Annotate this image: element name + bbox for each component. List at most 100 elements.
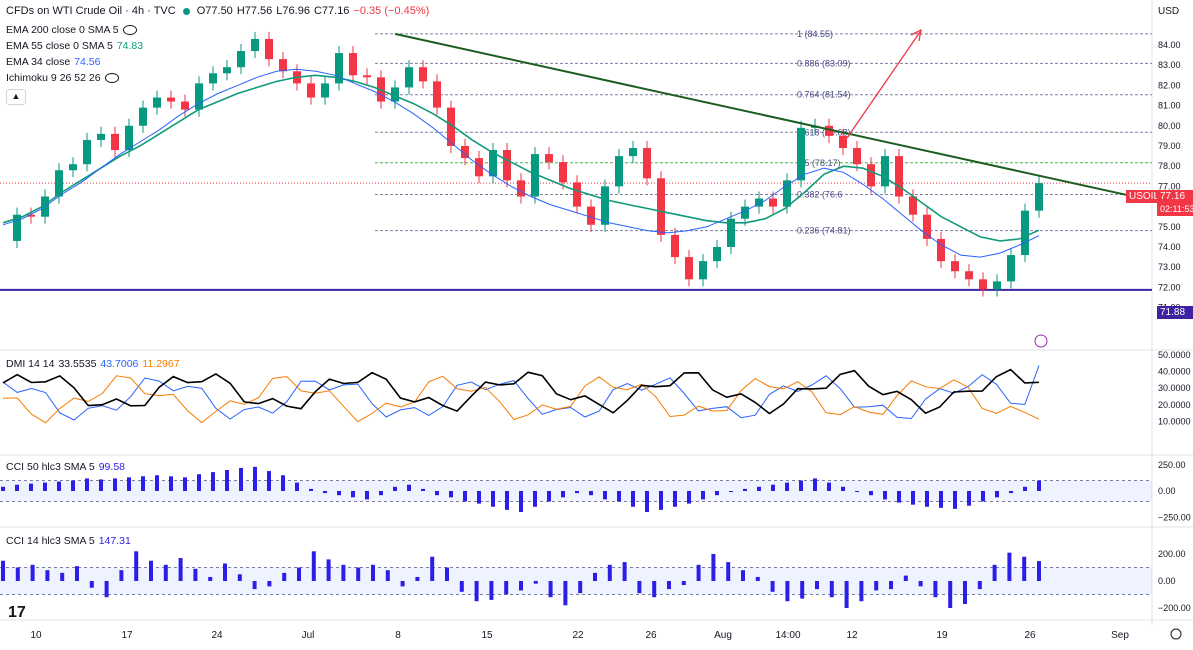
- cci14-bar: [341, 564, 346, 581]
- ema34-line: [2, 68, 1040, 258]
- eye-hidden-icon[interactable]: [122, 25, 137, 35]
- candle-body: [671, 234, 679, 258]
- candle-body: [321, 83, 329, 98]
- x-tick-label: 19: [936, 630, 948, 641]
- cci50-bar: [505, 491, 509, 510]
- cci14-bar: [874, 581, 879, 591]
- cci50-bar: [99, 479, 103, 491]
- cci50-legend[interactable]: CCI 50 hlc3 SMA 5 99.58: [6, 461, 125, 473]
- candle-body: [545, 154, 553, 163]
- candle-body: [797, 127, 805, 181]
- cci14-bar: [326, 559, 331, 581]
- ohlc-open: O77.50: [196, 5, 233, 17]
- cci50-value: 99.58: [98, 461, 125, 473]
- candle-body: [489, 150, 497, 177]
- ohlc-low: L76.96: [276, 5, 310, 17]
- cci14-bar: [149, 560, 153, 581]
- dmi-tick-label: 20.0000: [1158, 400, 1191, 410]
- candle-body: [517, 180, 525, 197]
- cci14-bar: [356, 567, 361, 581]
- currency-label[interactable]: USD: [1158, 6, 1180, 17]
- collapse-legend-button[interactable]: ▲: [6, 89, 26, 105]
- cci50-bar: [869, 491, 873, 496]
- cci50-bar: [1009, 491, 1013, 494]
- candle-body: [1007, 255, 1015, 282]
- dmi-value-minus: 11.2967: [142, 358, 180, 370]
- dmi-tick-label: 40.0000: [1158, 367, 1191, 377]
- candle-body: [391, 87, 399, 102]
- cci50-bar: [29, 483, 33, 491]
- indicator-ema200[interactable]: EMA 200 close 0 SMA 5: [6, 24, 137, 36]
- cci50-bar: [603, 491, 607, 500]
- cci14-bar: [415, 576, 420, 581]
- cci14-label: CCI 14 hlc3 SMA 5: [6, 535, 95, 547]
- cci50-bar: [813, 478, 817, 491]
- candle-body: [531, 154, 539, 197]
- x-tick-label: 12: [846, 630, 858, 641]
- cci50-tick-label: 250.00: [1158, 460, 1186, 470]
- candle-body: [251, 38, 259, 52]
- cci14-bar: [889, 581, 893, 590]
- cci14-bar: [267, 581, 272, 587]
- cci50-bar: [71, 480, 75, 491]
- chart-header: CFDs on WTI Crude Oil · 4h · TVC O77.50 …: [6, 5, 429, 17]
- settings-gear-icon: [1170, 628, 1182, 640]
- candle-body: [713, 247, 721, 262]
- cci50-bar: [183, 477, 187, 491]
- cci14-bar: [1, 560, 5, 581]
- cci14-bar: [696, 564, 701, 581]
- candle-body: [447, 107, 455, 146]
- candle-body: [419, 67, 427, 82]
- candle-body: [69, 164, 77, 171]
- candle-body: [909, 196, 917, 215]
- x-tick-label: 10: [30, 630, 42, 641]
- indicator-ichimoku[interactable]: Ichimoku 9 26 52 26: [6, 72, 119, 84]
- cci50-bar: [43, 482, 47, 491]
- cci50-bar: [211, 472, 215, 491]
- tradingview-logo[interactable]: 17: [8, 604, 26, 621]
- cci14-bar: [607, 564, 612, 581]
- candle-body: [839, 135, 847, 149]
- cci14-bar: [652, 581, 657, 598]
- eye-hidden-icon[interactable]: [104, 73, 119, 83]
- indicator-ema55[interactable]: EMA 55 close 0 SMA 5 74.83: [6, 40, 143, 52]
- x-tick-label: 24: [211, 630, 223, 641]
- cci50-bar: [1, 486, 5, 491]
- cci14-bar: [533, 581, 538, 584]
- candle-body: [167, 97, 175, 102]
- price-tick-label: 75.00: [1158, 222, 1181, 232]
- cci14-bar: [178, 558, 183, 581]
- candle-body: [867, 164, 875, 187]
- cci14-bar: [548, 581, 553, 598]
- cci50-bar: [169, 476, 173, 491]
- cci14-legend[interactable]: CCI 14 hlc3 SMA 5 147.31: [6, 535, 131, 547]
- cci50-bar: [757, 486, 761, 491]
- dmi-value-adx: 33.5535: [58, 358, 97, 370]
- cci14-bar: [430, 556, 435, 581]
- cci14-bar: [1007, 552, 1012, 581]
- cci14-bar: [829, 581, 834, 598]
- candle-body: [307, 83, 315, 98]
- x-tick-label: 26: [645, 630, 657, 641]
- cci14-tick-label: −200.00: [1158, 603, 1191, 613]
- cci50-bar: [309, 488, 313, 491]
- cci14-bar: [474, 581, 479, 602]
- x-tick-label: 26: [1024, 630, 1036, 641]
- price-tick-label: 84.00: [1158, 40, 1181, 50]
- indicator-ema34[interactable]: EMA 34 close 74.56: [6, 56, 100, 68]
- price-tick-label: 73.00: [1158, 262, 1181, 272]
- cci14-bar: [60, 572, 65, 581]
- dmi-legend[interactable]: DMI 14 14 33.5535 43.7006 11.2967: [6, 358, 180, 370]
- symbol-title[interactable]: CFDs on WTI Crude Oil · 4h · TVC: [6, 5, 176, 17]
- price-tick-label: 82.00: [1158, 80, 1181, 90]
- cci50-bar: [925, 491, 929, 507]
- dmi-tick-label: 50.0000: [1158, 350, 1191, 360]
- cci50-bar: [967, 491, 971, 506]
- candle-body: [559, 162, 567, 183]
- cci14-bar: [400, 581, 405, 587]
- dmi-tick-label: 10.0000: [1158, 416, 1191, 426]
- cci14-bar: [459, 581, 464, 592]
- cci50-bar: [295, 482, 299, 491]
- cci14-bar: [681, 581, 686, 586]
